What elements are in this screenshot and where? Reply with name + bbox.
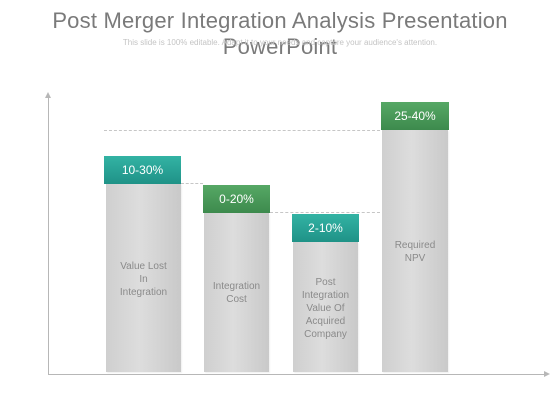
x-axis-arrow-icon (544, 371, 550, 377)
bar-integration-cost: Integration Cost (204, 213, 269, 372)
slide-title: Post Merger Integration Analysis Present… (52, 8, 508, 59)
y-axis-arrow-icon (45, 92, 51, 98)
cap-text-value-lost: 10-30% (121, 163, 164, 177)
cap-integration-cost: 0-20% (203, 185, 270, 213)
slide-subtitle: This slide is 100% editable. Adapt it to… (122, 38, 438, 47)
bar-label-value-lost: Value Lost In Integration (119, 261, 168, 298)
dashed-guide-step-2 (270, 212, 380, 213)
y-axis-line (48, 96, 49, 375)
cap-post-integration-value: 2-10% (292, 214, 359, 242)
cap-text-integration-cost: 0-20% (219, 192, 254, 206)
bar-label-required-npv: Required NPV (394, 240, 436, 264)
bar-label-integration-cost: Integration Cost (212, 281, 261, 305)
cap-text-post-integration-value: 2-10% (308, 221, 343, 235)
bar-label-post-integration-value: Post Integration Value Of Acquired Compa… (301, 277, 350, 340)
bar-value-lost: Value Lost In Integration (106, 184, 181, 372)
bar-required-npv: Required NPV (382, 130, 448, 372)
cap-text-required-npv: 25-40% (394, 109, 436, 123)
dashed-guide-top (104, 130, 380, 131)
bar-post-integration-value: Post Integration Value Of Acquired Compa… (293, 242, 358, 372)
cap-value-lost: 10-30% (104, 156, 181, 184)
cap-required-npv: 25-40% (381, 102, 449, 130)
x-axis-line (48, 374, 546, 375)
dashed-guide-step-1 (181, 183, 203, 184)
